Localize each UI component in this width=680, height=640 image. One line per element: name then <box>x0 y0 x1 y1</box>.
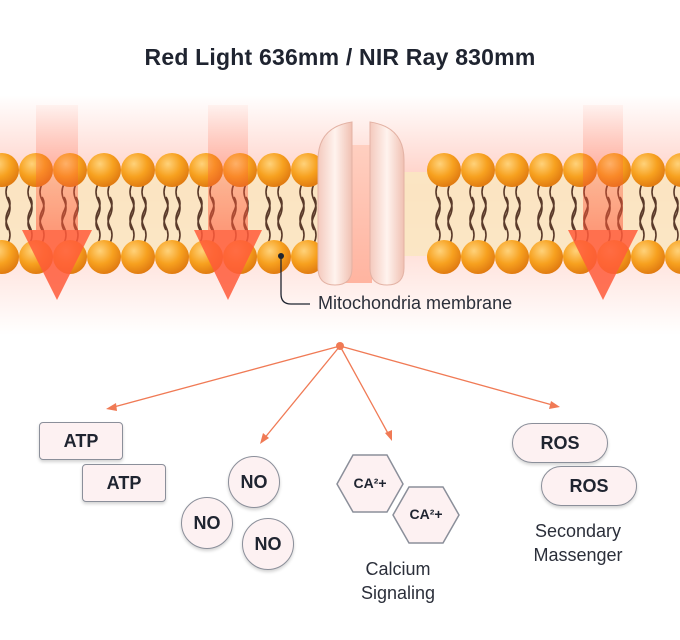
lipid-tail <box>469 183 475 244</box>
diagram-title: Red Light 636mm / NIR Ray 830mm <box>144 44 536 70</box>
lipid-head <box>257 153 291 187</box>
lipid-tail <box>129 183 135 244</box>
lipid-head <box>155 153 189 187</box>
light-arrow-left <box>22 230 92 300</box>
lipid-tail <box>311 183 317 244</box>
atp-box: ATP <box>82 464 166 502</box>
lipid-head <box>427 240 461 274</box>
calcium-label-line1: Calcium <box>365 559 431 579</box>
channel-protein <box>317 121 405 286</box>
ros-label-line1: Secondary <box>534 521 622 541</box>
light-beams <box>22 105 638 300</box>
no-circle: NO <box>181 497 233 549</box>
secondary-messenger-label: Secondary Massenger <box>510 519 646 567</box>
calcium-label-line2: Signaling <box>360 583 436 603</box>
atp-box: ATP <box>39 422 123 460</box>
lipid-tail <box>447 183 453 244</box>
lipid-head <box>0 240 19 274</box>
lipid-tail <box>95 183 101 244</box>
lipid-head <box>665 153 680 187</box>
lipid-head <box>427 153 461 187</box>
ros-pill: ROS <box>512 423 608 463</box>
lipid-head <box>0 153 19 187</box>
lipid-tail <box>549 183 555 244</box>
lipid-head <box>495 153 529 187</box>
connector-arrows <box>106 342 560 444</box>
lipid-head <box>665 240 680 274</box>
lipid-head <box>495 240 529 274</box>
lipid-head <box>461 153 495 187</box>
light-arrow-right <box>568 230 638 300</box>
no-circle: NO <box>242 518 294 570</box>
lipid-tail <box>481 183 487 244</box>
no-circle: NO <box>228 456 280 508</box>
lipid-head <box>461 240 495 274</box>
lipid-head <box>529 153 563 187</box>
lipid-head <box>121 153 155 187</box>
lipid-head <box>291 240 325 274</box>
calcium-hexagon <box>336 454 404 513</box>
light-beam-center <box>208 105 248 230</box>
channel-right-half <box>369 121 405 286</box>
lipid-tail <box>515 183 521 244</box>
light-beam-right <box>583 105 623 230</box>
lipid-tail <box>435 183 441 244</box>
lipid-tail <box>265 183 271 244</box>
lipid-tail <box>5 183 11 244</box>
lipid-head <box>87 240 121 274</box>
lipid-tail <box>175 183 181 244</box>
light-beam-left <box>36 105 78 230</box>
lipid-tail <box>163 183 169 244</box>
lipid-tail <box>537 183 543 244</box>
lipid-tail <box>503 183 509 244</box>
lipid-head <box>529 240 563 274</box>
lipid-tail <box>141 183 147 244</box>
lipid-head <box>87 153 121 187</box>
lipid-head <box>631 240 665 274</box>
lipid-tail <box>107 183 113 244</box>
lipid-head <box>291 153 325 187</box>
lipid-tail <box>673 183 679 244</box>
lipid-head <box>155 240 189 274</box>
lipid-tail <box>299 183 305 244</box>
calcium-signaling-label: Calcium Signaling <box>330 557 466 605</box>
light-arrow-center <box>194 230 262 300</box>
calcium-hexagon <box>392 486 460 544</box>
lipid-tail <box>651 183 657 244</box>
membrane-label: Mitochondria membrane <box>318 293 513 313</box>
calcium-hexagons <box>336 454 460 544</box>
ros-pill: ROS <box>541 466 637 506</box>
calcium-ion-label: CA²+ <box>409 506 443 522</box>
ros-label-line2: Massenger <box>533 545 623 565</box>
channel-left-half <box>317 121 353 286</box>
lipid-tail <box>639 183 645 244</box>
lipid-head <box>257 240 291 274</box>
lipid-tail <box>277 183 283 244</box>
membrane-pointer <box>278 253 310 305</box>
lipid-head <box>121 240 155 274</box>
calcium-ion-label: CA²+ <box>353 475 387 491</box>
lipid-head <box>631 153 665 187</box>
